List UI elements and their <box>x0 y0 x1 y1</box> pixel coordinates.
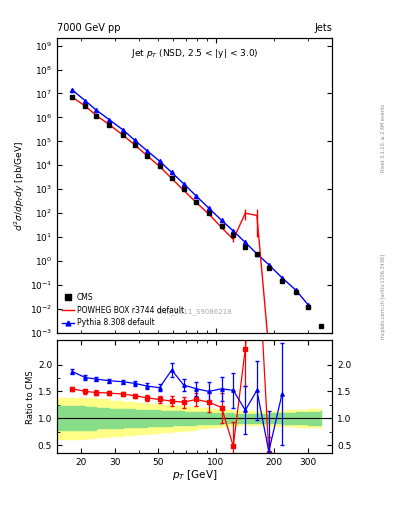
Text: Rivet 3.1.10, ≥ 2.4M events: Rivet 3.1.10, ≥ 2.4M events <box>381 104 386 173</box>
Text: CMS_2011_S9086218: CMS_2011_S9086218 <box>157 308 232 315</box>
Text: Jets: Jets <box>314 23 332 33</box>
Legend: CMS, POWHEG BOX r3744 default, Pythia 8.308 default: CMS, POWHEG BOX r3744 default, Pythia 8.… <box>61 291 185 329</box>
Y-axis label: Ratio to CMS: Ratio to CMS <box>26 370 35 423</box>
Y-axis label: $d^2\sigma/dp_Tdy$ [pb/GeV]: $d^2\sigma/dp_Tdy$ [pb/GeV] <box>13 140 27 231</box>
Text: 7000 GeV pp: 7000 GeV pp <box>57 23 121 33</box>
Text: mcplots.cern.ch [arXiv:1306.3436]: mcplots.cern.ch [arXiv:1306.3436] <box>381 254 386 339</box>
X-axis label: $p_T$ [GeV]: $p_T$ [GeV] <box>172 468 217 482</box>
Text: Jet $p_T$ (NSD, 2.5 < |y| < 3.0): Jet $p_T$ (NSD, 2.5 < |y| < 3.0) <box>131 47 258 60</box>
